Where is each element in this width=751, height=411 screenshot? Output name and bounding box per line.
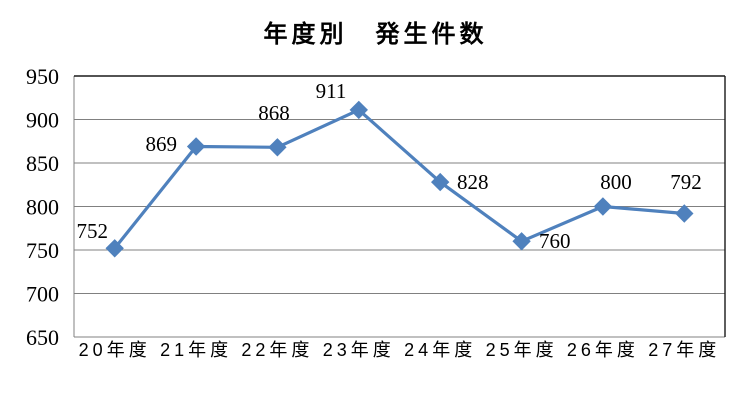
svg-text:792: 792 [670, 170, 702, 194]
svg-text:752: 752 [77, 219, 109, 243]
svg-text:700: 700 [26, 282, 59, 307]
svg-text:26年度: 26年度 [567, 340, 639, 360]
svg-text:23年度: 23年度 [323, 340, 395, 360]
svg-text:20年度: 20年度 [79, 340, 151, 360]
svg-text:760: 760 [539, 229, 571, 253]
svg-text:800: 800 [26, 195, 59, 220]
svg-text:24年度: 24年度 [404, 340, 476, 360]
svg-text:21年度: 21年度 [160, 340, 232, 360]
svg-text:800: 800 [600, 170, 632, 194]
svg-text:869: 869 [146, 132, 178, 156]
svg-text:911: 911 [316, 79, 347, 103]
svg-text:27年度: 27年度 [648, 340, 720, 360]
svg-text:650: 650 [26, 325, 59, 350]
svg-text:25年度: 25年度 [486, 340, 558, 360]
svg-text:750: 750 [26, 238, 59, 263]
svg-text:828: 828 [457, 170, 489, 194]
svg-text:22年度: 22年度 [241, 340, 313, 360]
svg-text:850: 850 [26, 151, 59, 176]
svg-text:950: 950 [26, 64, 59, 89]
svg-text:868: 868 [258, 101, 290, 125]
svg-text:900: 900 [26, 108, 59, 133]
